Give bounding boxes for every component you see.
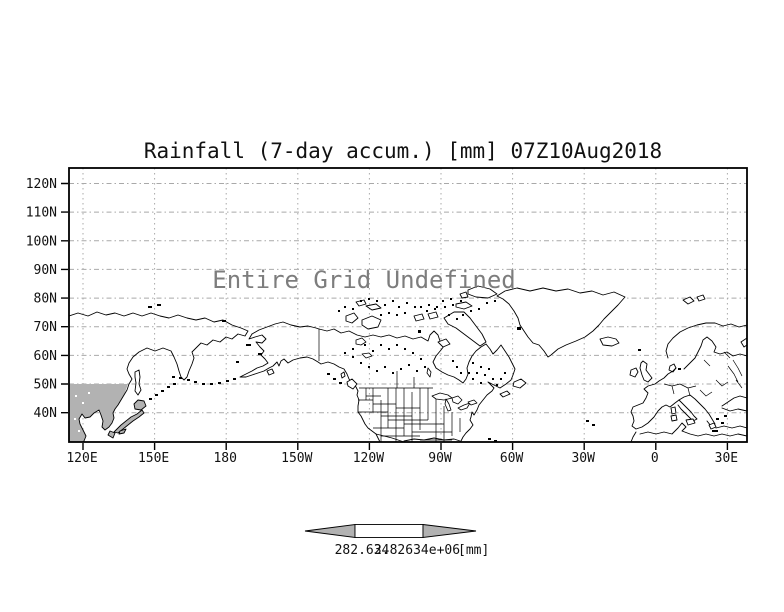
y-axis-label: 110N bbox=[26, 206, 57, 221]
asia-land-shading bbox=[69, 384, 128, 442]
map-frame bbox=[68, 167, 748, 443]
colorbar-left-arrow bbox=[304, 523, 356, 539]
alaska-pacific-coastline bbox=[239, 333, 381, 442]
white-sea-coast bbox=[740, 337, 747, 348]
asia-coastline bbox=[69, 311, 249, 442]
baltic-coastline bbox=[683, 336, 747, 370]
great-britain-coastline bbox=[639, 360, 653, 383]
y-axis-label: 120N bbox=[26, 177, 57, 192]
x-axis-label: 180 bbox=[213, 451, 236, 466]
y-axis-label: 40N bbox=[34, 406, 57, 421]
corsica bbox=[670, 406, 677, 415]
y-axis-label: 80N bbox=[34, 292, 57, 307]
y-axis-label: 60N bbox=[34, 349, 57, 364]
kodiak-island bbox=[266, 368, 275, 376]
us-mexico-border bbox=[375, 433, 405, 442]
x-axis-label: 120W bbox=[353, 451, 384, 466]
y-axis-label: 50N bbox=[34, 378, 57, 393]
world-map bbox=[69, 285, 747, 442]
sicily bbox=[685, 418, 696, 426]
gulf-of-mexico-coast bbox=[403, 437, 461, 442]
x-axis-ticks bbox=[82, 443, 729, 450]
x-axis-label: 90W bbox=[428, 451, 452, 466]
svalbard-islands bbox=[682, 294, 706, 305]
x-axis-label: 150W bbox=[281, 451, 312, 466]
canadian-lakes bbox=[355, 337, 432, 378]
kuril-aleutian-island-specks bbox=[148, 304, 342, 400]
x-axis-label: 30W bbox=[571, 451, 595, 466]
scandinavia-coastline bbox=[665, 322, 747, 359]
us-state-borders bbox=[358, 371, 461, 442]
y-axis-label: 90N bbox=[34, 263, 57, 278]
x-axis-label: 60W bbox=[500, 451, 524, 466]
vancouver-island bbox=[346, 378, 358, 390]
colorbar-right-arrow bbox=[422, 523, 477, 539]
alaska-north-coast bbox=[251, 321, 320, 335]
north-africa-coastline bbox=[630, 422, 747, 442]
y-axis-labels: 120N 110N 100N 90N 80N 70N 60N 50N 40N bbox=[26, 177, 57, 421]
peloponnese bbox=[708, 422, 717, 430]
turkey-south-coast bbox=[715, 425, 747, 429]
sardinia bbox=[670, 414, 678, 422]
aegean-island-specks bbox=[678, 368, 727, 432]
disko-island-speck bbox=[517, 327, 521, 330]
colorbar-min-label: 282.634 bbox=[335, 543, 390, 558]
great-lakes bbox=[431, 392, 478, 412]
longitude-gridlines bbox=[82, 168, 728, 442]
black-sea-north-coast bbox=[721, 395, 747, 407]
europe-country-borders bbox=[663, 351, 743, 397]
italy-coastline bbox=[677, 399, 698, 422]
asia-shading-lake-specks bbox=[74, 392, 98, 432]
black-sea-south-coast bbox=[721, 407, 747, 412]
plot-title: Rainfall (7-day accum.) [mm] 07Z10Aug201… bbox=[144, 139, 662, 163]
japan-islands bbox=[107, 399, 147, 439]
canadian-arctic-islands bbox=[345, 285, 527, 398]
y-axis-label: 100N bbox=[26, 234, 57, 249]
x-axis-label: 150E bbox=[138, 451, 169, 466]
x-axis-label: 30E bbox=[715, 451, 738, 466]
canada-us-coastline bbox=[318, 328, 516, 442]
west-europe-coastline bbox=[630, 367, 680, 430]
iceland-coastline bbox=[599, 336, 620, 347]
undefined-grid-message: Entire Grid Undefined bbox=[212, 266, 515, 294]
queen-charlotte-island bbox=[340, 371, 346, 379]
colorbar-body bbox=[354, 524, 424, 538]
latitude-gridlines bbox=[69, 183, 747, 414]
ireland-coastline bbox=[629, 367, 639, 378]
x-axis-label: 120E bbox=[66, 451, 97, 466]
greenland-coastline bbox=[496, 287, 626, 358]
colorbar-max-label: 2.82634e+06 bbox=[374, 543, 460, 558]
colorbar-unit-label: [mm] bbox=[458, 543, 489, 558]
canada-lake-specks bbox=[344, 344, 641, 442]
colorbar: 282.634 2.82634e+06 [mm] bbox=[304, 523, 489, 558]
sakhalin-island bbox=[134, 369, 142, 396]
y-axis-ticks bbox=[61, 182, 68, 414]
x-axis-label: 0 bbox=[651, 451, 659, 466]
y-axis-label: 70N bbox=[34, 320, 57, 335]
x-axis-labels: 120E 150E 180 150W 120W 90W 60W 30W 0 30… bbox=[66, 451, 738, 466]
balkan-greece-coastline bbox=[678, 394, 716, 427]
